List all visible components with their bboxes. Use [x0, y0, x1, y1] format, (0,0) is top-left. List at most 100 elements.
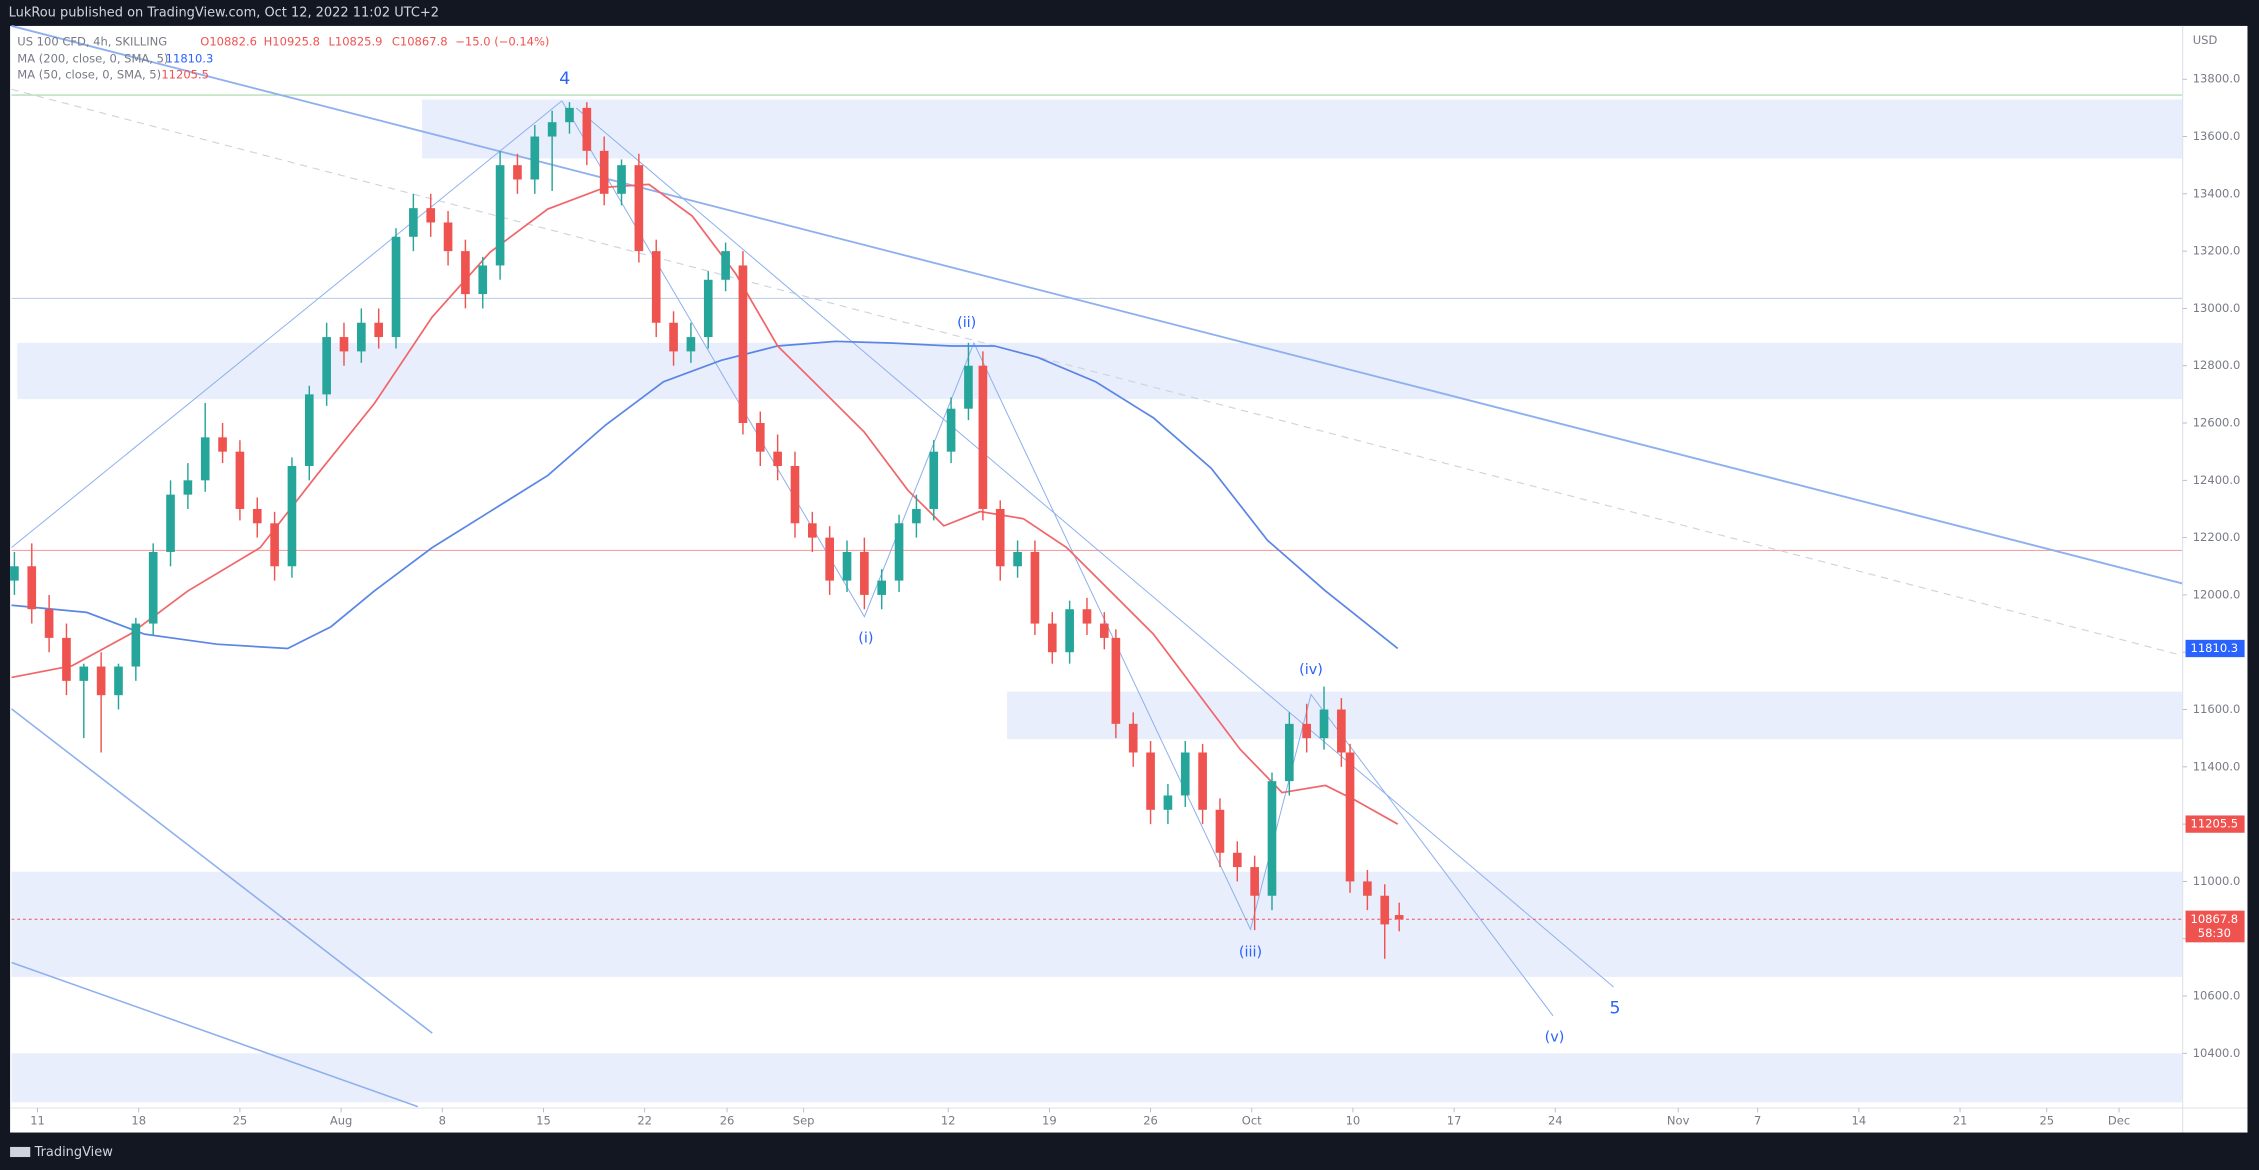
candle-body [1232, 852, 1242, 868]
candle-body [1215, 809, 1225, 853]
x-tick-label: Sep [793, 1114, 815, 1128]
candle-body [252, 508, 262, 524]
candle-body [755, 423, 765, 452]
zones [11, 99, 2183, 1103]
price-badge-label: 11205.5 [2191, 817, 2239, 831]
x-tick-label: 21 [1953, 1114, 1968, 1128]
y-tick-label: 13600.0 [2193, 129, 2241, 143]
symbol: US 100 CFD, 4h, SKILLING [17, 34, 167, 48]
candle-body [1250, 867, 1259, 896]
candle-body [183, 480, 193, 495]
x-tick-label: 26 [1143, 1114, 1158, 1128]
y-tick-label: 12200.0 [2193, 530, 2241, 544]
legend: US 100 CFD, 4h, SKILLING O10882.6 H10925… [17, 34, 549, 81]
wave-label: (iii) [1239, 944, 1262, 960]
candle-body [478, 265, 488, 295]
x-tick-label: 22 [637, 1114, 652, 1128]
y-tick-label: 11000.0 [2193, 874, 2241, 888]
x-tick-label: 25 [233, 1114, 248, 1128]
x-tick-label: 10 [1346, 1114, 1361, 1128]
candle-body [131, 623, 141, 667]
candle-body [1302, 723, 1312, 739]
candle-body [825, 537, 834, 581]
x-tick-label: Aug [330, 1114, 352, 1128]
candle-body [513, 165, 522, 180]
candle-body [790, 465, 800, 524]
y-tick-label: 13000.0 [2193, 301, 2241, 315]
trend-line [11, 25, 2183, 585]
candle-body [808, 523, 817, 538]
candle-body [1345, 752, 1355, 882]
zone [1007, 691, 2183, 740]
logo [10, 1146, 31, 1158]
candle-body [721, 251, 730, 280]
x-tick-label: 7 [1754, 1114, 1761, 1128]
candle-body [357, 322, 366, 352]
header: LukRou published on TradingView.com, Oct… [9, 5, 439, 20]
wave-label: 4 [559, 69, 570, 89]
legend-value: 11205.5 [161, 67, 209, 81]
x-tick-label: 12 [941, 1114, 956, 1128]
candle-body [374, 322, 384, 338]
candle-body [877, 580, 887, 595]
candle-body [530, 136, 540, 180]
candle-body [599, 150, 609, 194]
candle-body [1030, 551, 1040, 624]
ohlc: H10925.8 [264, 34, 320, 48]
legend-name: MA (200, close, 0, SMA, 5) [17, 52, 168, 66]
candle-body [1163, 795, 1173, 810]
x-tick-label: 25 [2039, 1114, 2054, 1128]
candle-body [565, 107, 574, 123]
x-tick-label: 15 [536, 1114, 551, 1128]
candle-body [547, 122, 557, 137]
candle-body [79, 666, 89, 681]
candle-body [929, 451, 939, 509]
legend-value: 11810.3 [166, 52, 214, 66]
trend-line [11, 961, 419, 1108]
y-tick-label: 12400.0 [2193, 473, 2241, 487]
x-tick-label: 8 [439, 1114, 446, 1128]
trend-line [11, 708, 433, 1034]
candle-body [235, 451, 245, 509]
y-tick-label: 13800.0 [2193, 72, 2241, 86]
candle-body [1267, 781, 1277, 896]
candle-body [1319, 709, 1329, 739]
candle-body [1394, 915, 1404, 920]
y-tick-label: 13200.0 [2193, 244, 2241, 258]
candle-body [62, 637, 71, 681]
candle-body [44, 609, 54, 638]
candle-body [166, 494, 175, 552]
candle-body [339, 337, 349, 352]
candle-body [912, 508, 921, 524]
candle-body [1047, 623, 1057, 653]
candle-body [1363, 881, 1372, 896]
candle-body [322, 337, 331, 395]
ohlc: −15.0 (−0.14%) [455, 34, 549, 48]
zone [17, 342, 2183, 400]
zone [11, 1053, 2183, 1103]
y-tick-label: 13400.0 [2193, 186, 2241, 200]
x-tick-label: 24 [1548, 1114, 1563, 1128]
candle-body [703, 279, 713, 338]
candle-body [842, 551, 852, 581]
candle-body [200, 437, 210, 481]
price-badge [2185, 639, 2245, 658]
ohlc: L10825.9 [328, 34, 382, 48]
candle-body [773, 451, 782, 466]
x-tick-label: 14 [1852, 1114, 1867, 1128]
candle-body [617, 165, 626, 194]
x-tick-label: Nov [1667, 1114, 1690, 1128]
y-tick-label: 11600.0 [2193, 702, 2241, 716]
candle-body [686, 337, 696, 352]
trend-line [11, 100, 563, 548]
candle-body [582, 107, 592, 151]
drawings [11, 25, 2183, 1108]
candle-body [391, 236, 401, 338]
y-tick-label: 10600.0 [2193, 989, 2241, 1003]
candle-body [1198, 752, 1207, 810]
axis-unit: USD [2193, 33, 2218, 47]
ohlc: O10882.6 [200, 34, 257, 48]
candle-body [1128, 723, 1138, 753]
candle-body [1082, 609, 1092, 624]
